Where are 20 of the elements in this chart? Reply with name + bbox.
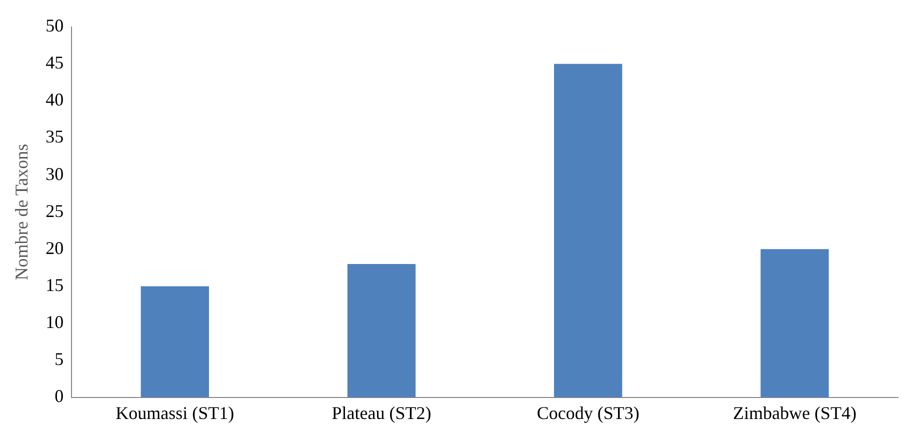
x-tick-label: Koumassi (ST1): [116, 402, 234, 423]
y-tick-label: 35: [46, 126, 64, 147]
x-tick-label: Cocody (ST3): [536, 402, 640, 423]
y-tick-label: 50: [46, 16, 64, 36]
y-tick-label: 45: [46, 52, 64, 73]
bar: [760, 249, 829, 398]
bar: [140, 286, 209, 398]
y-tick-label: 0: [54, 386, 64, 406]
x-tick-label: Plateau (ST2): [332, 402, 432, 423]
y-tick-label: 10: [46, 312, 64, 332]
y-tick-label: 15: [46, 274, 64, 295]
y-axis-title: Nombre de Taxons: [12, 144, 32, 280]
y-tick-label: 20: [46, 238, 64, 258]
y-tick-label: 30: [46, 164, 64, 184]
bar: [554, 64, 622, 398]
x-tick-label: Zimbabwe (ST4): [732, 402, 856, 423]
y-tick-label: 40: [46, 90, 64, 110]
y-tick-label: 25: [46, 200, 64, 221]
bar: [347, 264, 416, 398]
y-tick-label: 5: [54, 349, 64, 370]
